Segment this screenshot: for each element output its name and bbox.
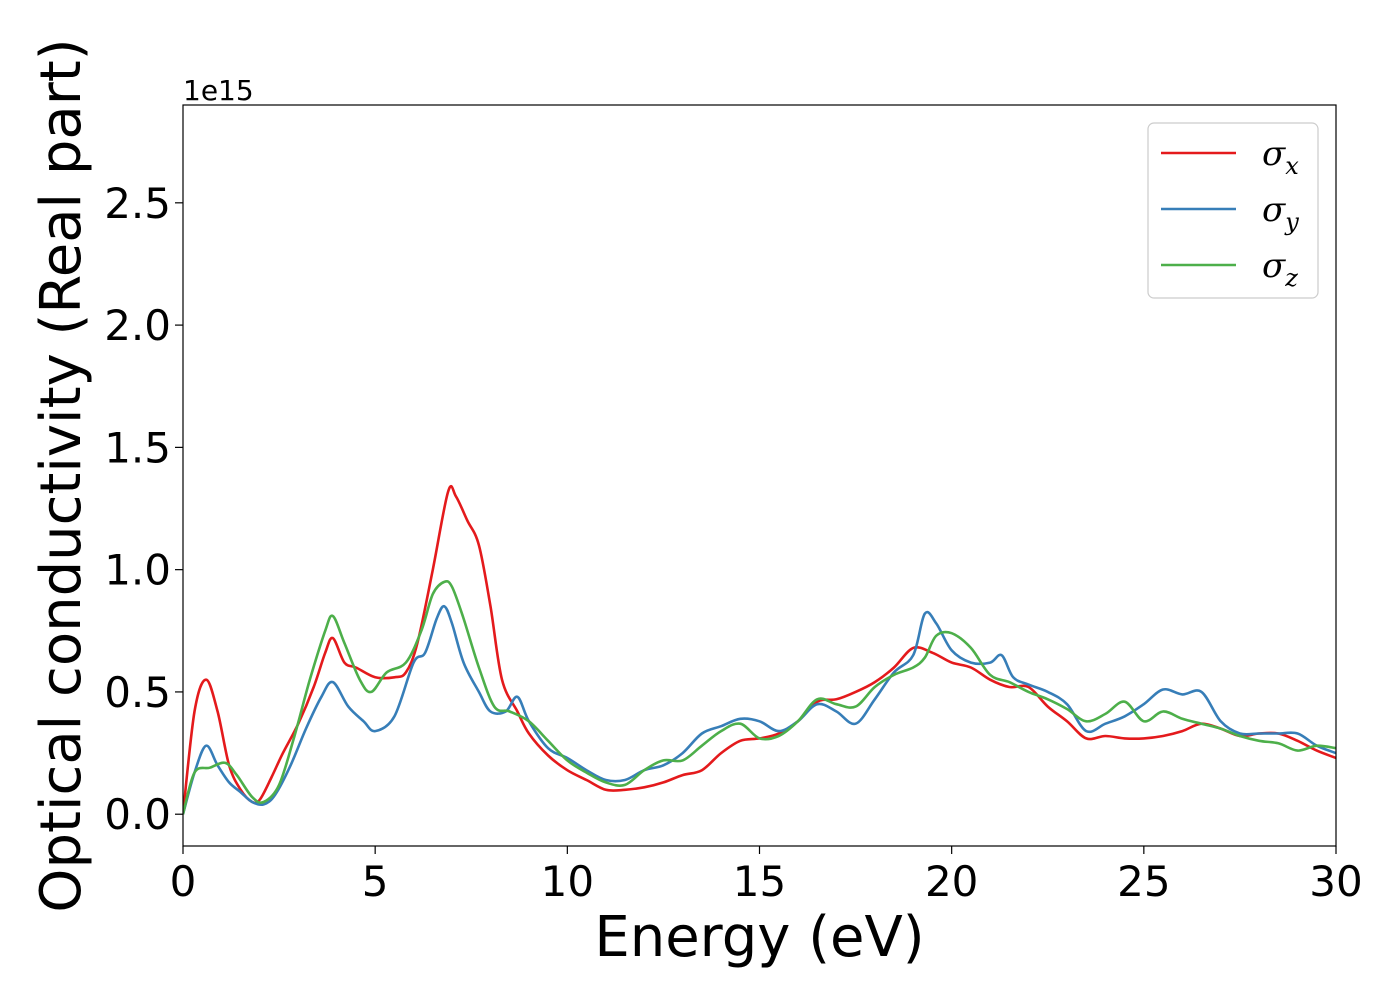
legend-label-z: σz — [1262, 246, 1298, 292]
y-axis-offset-label: 1e15 — [183, 74, 254, 107]
x-tick-label: 10 — [541, 857, 594, 906]
x-tick-label: 30 — [1309, 857, 1362, 906]
legend-symbol: σ — [1262, 246, 1286, 286]
series-line-z — [183, 580, 1336, 815]
y-tick-label: 1.0 — [104, 546, 171, 595]
y-tick-label: 0.0 — [104, 790, 171, 839]
plot-lines — [183, 484, 1336, 815]
legend-subscript: y — [1284, 208, 1299, 236]
y-tick-label: 0.5 — [104, 668, 171, 717]
legend-symbol: σ — [1262, 134, 1286, 174]
y-axis-ticks: 0.0 0.5 1.0 1.5 2.0 2.5 — [104, 179, 183, 839]
x-axis-title: Energy (eV) — [594, 905, 924, 970]
y-tick-label: 1.5 — [104, 423, 171, 472]
legend-symbol: σ — [1262, 190, 1286, 230]
y-axis-title: Optical conductivity (Real part) — [29, 38, 94, 912]
x-axis-ticks: 0 5 10 15 20 25 30 — [170, 846, 1363, 906]
x-tick-label: 0 — [170, 857, 197, 906]
legend-subscript: x — [1285, 152, 1299, 180]
x-tick-label: 15 — [733, 857, 786, 906]
y-tick-label: 2.0 — [104, 301, 171, 350]
x-tick-label: 20 — [925, 857, 978, 906]
y-tick-label: 2.5 — [104, 179, 171, 228]
series-line-x — [183, 484, 1336, 815]
legend-box — [1147, 122, 1319, 299]
x-tick-label: 5 — [362, 857, 389, 906]
legend-subscript: z — [1284, 264, 1298, 292]
legend-label-y: σy — [1262, 190, 1299, 236]
series-line-y — [183, 604, 1336, 815]
legend-label-x: σx — [1262, 134, 1299, 180]
x-tick-label: 25 — [1117, 857, 1170, 906]
